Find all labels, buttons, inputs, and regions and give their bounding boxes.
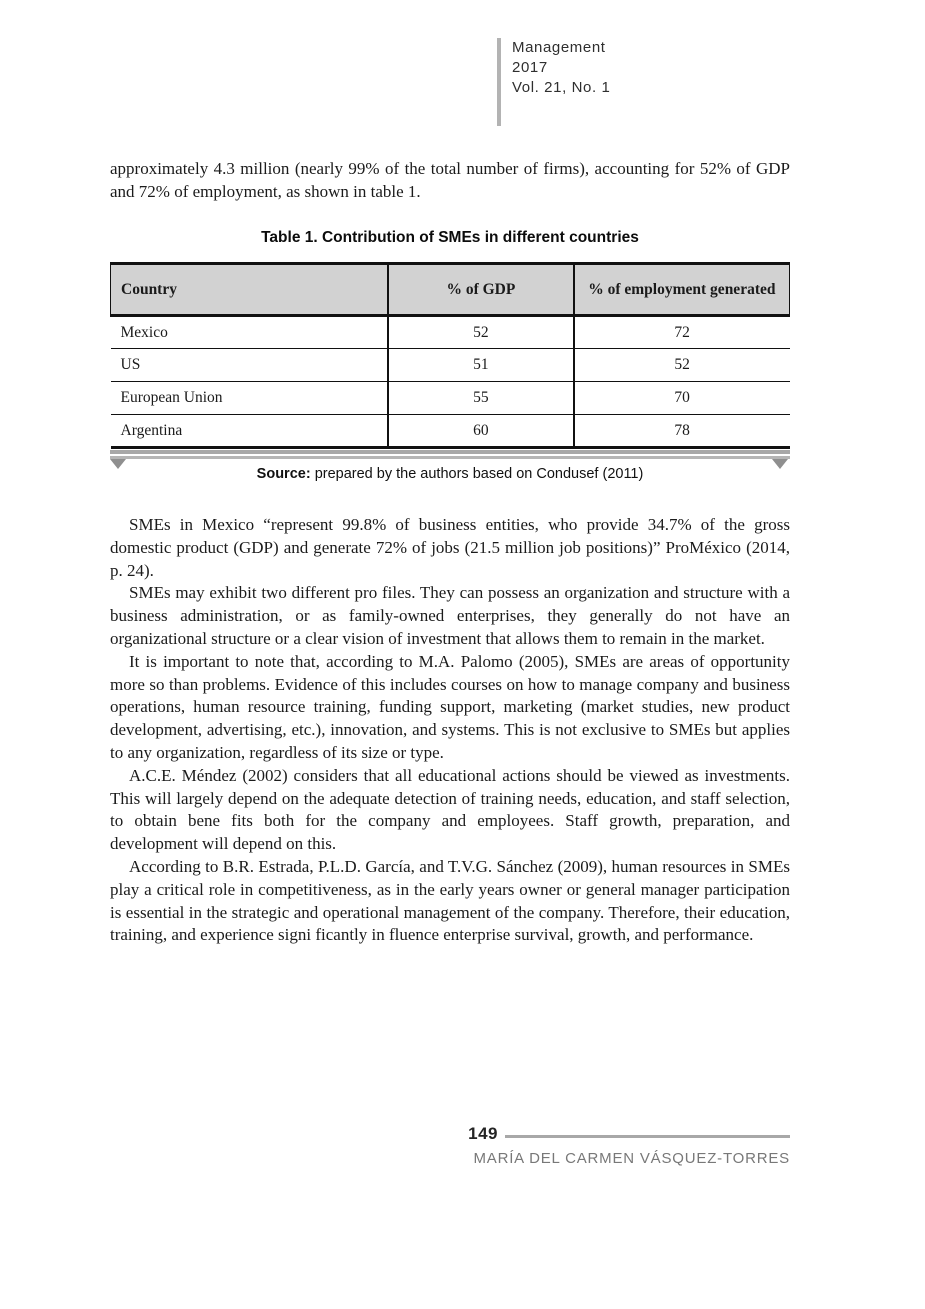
paragraph: SMEs may exhibit two different pro files… [110, 583, 790, 648]
cell-employment: 78 [572, 414, 790, 449]
author-name: MARÍA DEL CARMEN VÁSQUEZ-TORRES [473, 1150, 790, 1167]
paragraph: It is important to note that, according … [110, 651, 790, 762]
table-header-row: Country % of GDP % of employment generat… [110, 262, 790, 317]
intro-paragraph: approximately 4.3 million (nearly 99% of… [110, 159, 790, 201]
smes-table: Country % of GDP % of employment generat… [110, 262, 790, 449]
cell-gdp: 55 [387, 381, 574, 415]
footer-rule-row: 149 [110, 1124, 790, 1144]
table-row: Argentina 60 78 [110, 414, 790, 449]
cell-gdp: 60 [387, 414, 574, 449]
table-source: Source: prepared by the authors based on… [110, 466, 790, 482]
journal-volume: Vol. 21, No. 1 [512, 79, 611, 96]
journal-header: Management 2017 Vol. 21, No. 1 [497, 38, 610, 126]
col-header-employment: % of employment generated [572, 262, 790, 317]
paragraph: According to B.R. Estrada, P.L.D. García… [110, 856, 790, 945]
footer-rule [505, 1134, 790, 1138]
table-row: European Union 55 70 [110, 381, 790, 415]
source-text: prepared by the authors based on Conduse… [310, 466, 644, 482]
cell-gdp: 52 [387, 315, 574, 349]
cell-employment: 52 [572, 348, 790, 382]
journal-name: Management [512, 39, 606, 56]
triangle-down-left-icon [110, 459, 126, 469]
table-bottom-rule [110, 450, 790, 459]
source-label: Source: [256, 466, 311, 482]
cell-country: US [110, 348, 389, 382]
col-header-gdp: % of GDP [387, 262, 574, 317]
cell-employment: 70 [572, 381, 790, 415]
paragraph: SMEs in Mexico “represent 99.8% of busin… [110, 515, 790, 580]
table-title: Table 1. Contribution of SMEs in differe… [261, 229, 639, 246]
page-number: 149 [468, 1124, 498, 1143]
col-header-country: Country [110, 262, 389, 317]
intro-paragraph-block: approximately 4.3 million (nearly 99% of… [110, 158, 790, 204]
cell-employment: 72 [572, 315, 790, 349]
cell-country: Mexico [110, 315, 389, 349]
table-row: US 51 52 [110, 348, 790, 382]
body-paragraphs: SMEs in Mexico “represent 99.8% of busin… [110, 514, 790, 947]
paragraph: A.C.E. Méndez (2002) considers that all … [110, 765, 790, 854]
cell-country: Argentina [110, 414, 389, 449]
cell-country: European Union [110, 381, 389, 415]
page-footer: 149 MARÍA DEL CARMEN VÁSQUEZ-TORRES [110, 1124, 790, 1167]
table-row: Mexico 52 72 [110, 315, 790, 349]
triangle-down-right-icon [772, 459, 788, 469]
journal-year: 2017 [512, 59, 548, 76]
cell-gdp: 51 [387, 348, 574, 382]
